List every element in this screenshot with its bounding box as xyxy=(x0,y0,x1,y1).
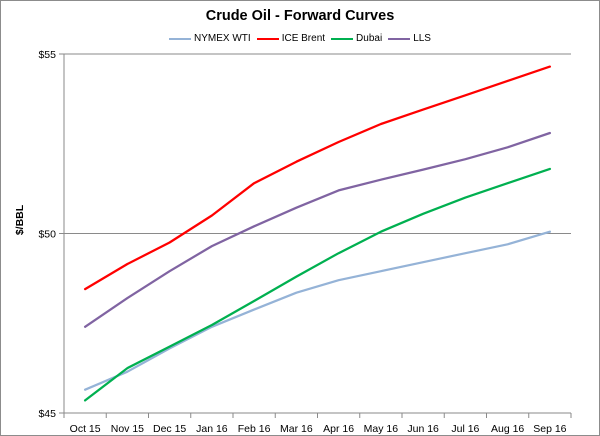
x-tick-label: Aug 16 xyxy=(491,423,524,435)
y-tick-label: $50 xyxy=(38,229,56,241)
legend-label: NYMEX WTI xyxy=(194,33,251,44)
x-tick-label: Nov 15 xyxy=(111,423,144,435)
y-tick-label: $55 xyxy=(38,49,56,61)
series-line-nymex-wti xyxy=(83,230,552,391)
gridlines xyxy=(64,53,571,234)
x-tick-label: Mar 16 xyxy=(280,423,313,435)
legend-label: LLS xyxy=(413,33,431,44)
x-tick-label: Oct 15 xyxy=(70,423,101,435)
series-line-dubai xyxy=(83,167,552,402)
series-line-lls xyxy=(83,131,552,328)
legend-item-ice-brent: ICE Brent xyxy=(256,33,326,44)
legend-swatch xyxy=(256,37,279,40)
x-tick-labels: Oct 15 Nov 15 Dec 15 Jan 16 Feb 16 Mar 16 Apr … xyxy=(70,423,567,435)
y-tick-label: $45 xyxy=(38,408,56,420)
legend: NYMEX WTI ICE Brent Dubai LLS xyxy=(1,33,599,44)
x-tick-label: Sep 16 xyxy=(533,423,566,435)
x-tick-label: Apr 16 xyxy=(323,423,354,435)
legend-label: Dubai xyxy=(356,33,383,44)
axes xyxy=(59,53,572,418)
y-axis-label: $/BBL xyxy=(14,204,26,235)
x-tick-label: May 16 xyxy=(364,423,399,435)
legend-swatch xyxy=(388,37,411,40)
x-tick-label: Jan 16 xyxy=(196,423,228,435)
legend-label: ICE Brent xyxy=(281,33,326,44)
series-lines xyxy=(83,65,552,402)
legend-item-dubai: Dubai xyxy=(331,33,382,44)
x-tick-label: Jun 16 xyxy=(407,423,439,435)
x-tick-label: Dec 15 xyxy=(153,423,186,435)
x-tick-label: Jul 16 xyxy=(451,423,479,435)
series-line-ice-brent xyxy=(83,65,552,291)
x-tick-label: Feb 16 xyxy=(238,423,271,435)
legend-swatch xyxy=(331,37,354,40)
chart-title: Crude Oil - Forward Curves xyxy=(205,8,395,24)
legend-item-nymex-wti: NYMEX WTI xyxy=(169,33,251,44)
y-tick-labels: $45 $50 $55 xyxy=(38,49,56,420)
legend-swatch xyxy=(169,37,192,40)
legend-item-lls: LLS xyxy=(388,33,431,44)
